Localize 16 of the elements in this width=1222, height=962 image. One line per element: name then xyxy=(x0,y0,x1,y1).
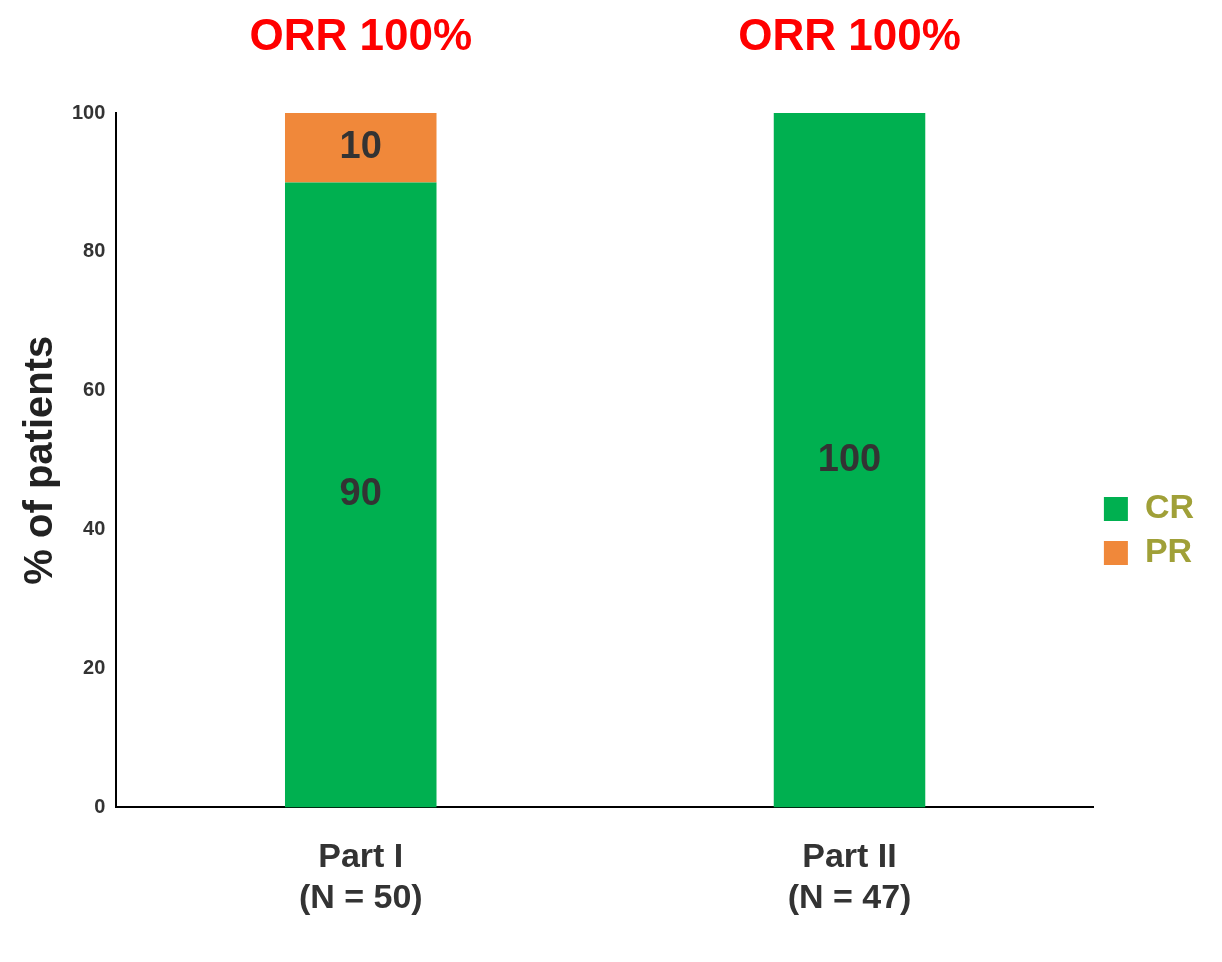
y-tick-label: 100 xyxy=(71,100,106,123)
data-label: 100 xyxy=(817,436,882,479)
data-label: 90 xyxy=(339,471,382,514)
y-tick-label: 0 xyxy=(94,794,106,817)
data-label: 10 xyxy=(339,124,382,167)
x-tick-label: Part I (N = 50) xyxy=(298,836,423,915)
y-tick-label: 20 xyxy=(83,656,106,679)
x-tick-label: Part II (N = 47) xyxy=(787,836,912,915)
y-tick-label: 80 xyxy=(83,239,106,262)
legend-label: CR xyxy=(1144,487,1194,526)
y-tick-label: 60 xyxy=(83,378,106,401)
y-axis-title: % of patients xyxy=(16,335,61,585)
text: ORR 100% xyxy=(738,10,961,60)
y-tick-label: 40 xyxy=(83,517,106,540)
legend-label: PR xyxy=(1144,531,1193,570)
text: ORR 100% xyxy=(249,10,473,60)
